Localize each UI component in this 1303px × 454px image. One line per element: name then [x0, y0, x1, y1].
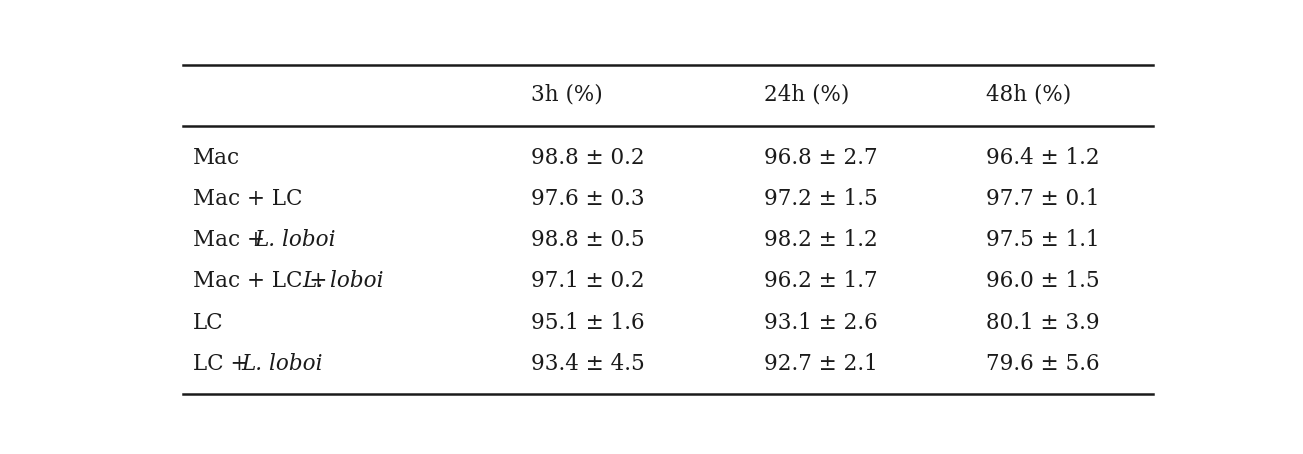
- Text: 92.7 ± 2.1: 92.7 ± 2.1: [764, 353, 877, 375]
- Text: Mac +: Mac +: [193, 229, 272, 251]
- Text: 79.6 ± 5.6: 79.6 ± 5.6: [986, 353, 1100, 375]
- Text: 93.4 ± 4.5: 93.4 ± 4.5: [532, 353, 645, 375]
- Text: L. loboi: L. loboi: [254, 229, 336, 251]
- Text: Mac + LC: Mac + LC: [193, 188, 302, 210]
- Text: Mac + LC +: Mac + LC +: [193, 271, 335, 292]
- Text: Mac: Mac: [193, 147, 240, 168]
- Text: 98.8 ± 0.2: 98.8 ± 0.2: [532, 147, 645, 168]
- Text: 3h (%): 3h (%): [532, 84, 603, 106]
- Text: 96.2 ± 1.7: 96.2 ± 1.7: [764, 271, 877, 292]
- Text: 96.0 ± 1.5: 96.0 ± 1.5: [986, 271, 1100, 292]
- Text: 97.2 ± 1.5: 97.2 ± 1.5: [764, 188, 877, 210]
- Text: 97.5 ± 1.1: 97.5 ± 1.1: [986, 229, 1100, 251]
- Text: 95.1 ± 1.6: 95.1 ± 1.6: [532, 311, 645, 334]
- Text: L. loboi: L. loboi: [241, 353, 323, 375]
- Text: 97.1 ± 0.2: 97.1 ± 0.2: [532, 271, 645, 292]
- Text: 24h (%): 24h (%): [764, 84, 850, 106]
- Text: 93.1 ± 2.6: 93.1 ± 2.6: [764, 311, 877, 334]
- Text: LC +: LC +: [193, 353, 255, 375]
- Text: 97.6 ± 0.3: 97.6 ± 0.3: [532, 188, 645, 210]
- Text: 97.7 ± 0.1: 97.7 ± 0.1: [986, 188, 1100, 210]
- Text: 98.2 ± 1.2: 98.2 ± 1.2: [764, 229, 877, 251]
- Text: 96.4 ± 1.2: 96.4 ± 1.2: [986, 147, 1100, 168]
- Text: 98.8 ± 0.5: 98.8 ± 0.5: [532, 229, 645, 251]
- Text: 48h (%): 48h (%): [986, 84, 1071, 106]
- Text: L. loboi: L. loboi: [302, 271, 384, 292]
- Text: LC: LC: [193, 311, 224, 334]
- Text: 96.8 ± 2.7: 96.8 ± 2.7: [764, 147, 877, 168]
- Text: 80.1 ± 3.9: 80.1 ± 3.9: [986, 311, 1100, 334]
